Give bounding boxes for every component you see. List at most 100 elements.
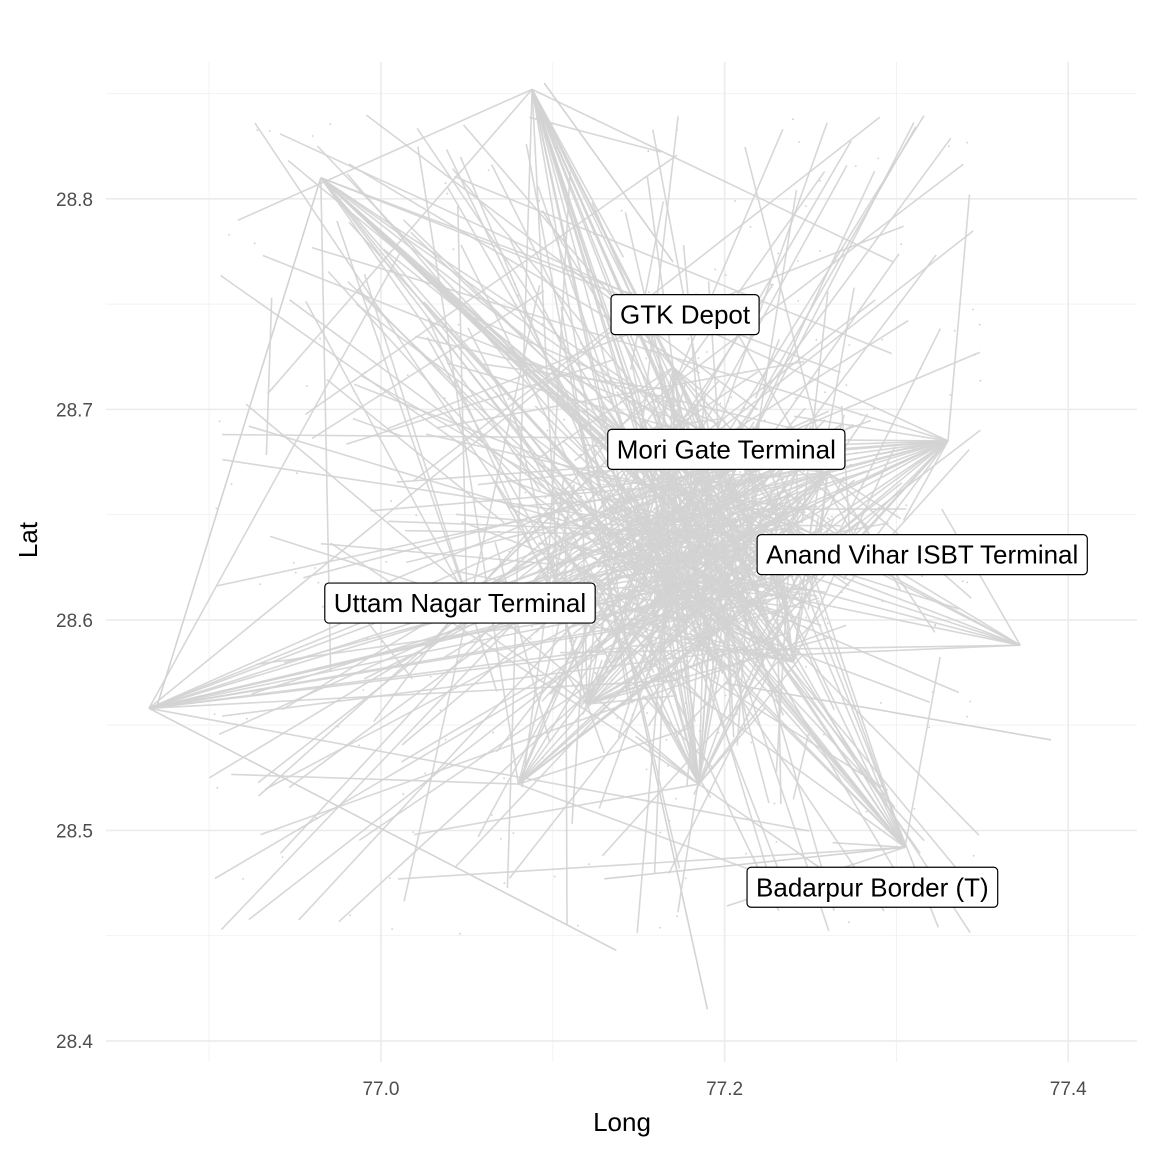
- stop-point: [678, 559, 680, 562]
- stop-point: [803, 625, 805, 628]
- stop-point: [659, 546, 661, 549]
- stop-point: [600, 502, 603, 504]
- stop-point: [660, 568, 663, 570]
- stop-point: [948, 145, 950, 148]
- stop-point: [294, 571, 297, 574]
- stop-point: [723, 609, 725, 612]
- stop-point: [733, 482, 735, 485]
- stop-point: [826, 622, 829, 625]
- stop-point: [921, 575, 923, 578]
- route-segment: [690, 613, 739, 627]
- route-segment: [635, 735, 700, 785]
- stop-point: [671, 532, 673, 535]
- stop-point: [684, 480, 687, 483]
- stop-point: [770, 283, 773, 286]
- stop-point: [732, 580, 735, 582]
- stop-point: [761, 640, 764, 643]
- stop-point: [652, 626, 655, 629]
- stop-point: [697, 357, 700, 359]
- stop-point: [643, 516, 645, 519]
- stop-point: [658, 517, 661, 520]
- stop-point: [763, 419, 766, 422]
- stop-point: [684, 582, 687, 585]
- stop-point: [716, 617, 719, 620]
- stop-point: [966, 581, 969, 584]
- stop-point: [792, 118, 794, 121]
- stop-point: [873, 407, 875, 410]
- stop-point: [831, 515, 833, 518]
- stop-point: [666, 478, 669, 481]
- route-segment: [669, 126, 917, 554]
- stop-point: [681, 589, 684, 592]
- stop-point: [739, 471, 742, 473]
- route-segment: [624, 521, 710, 693]
- route-segment: [320, 177, 748, 582]
- stop-point: [739, 539, 742, 541]
- stop-point: [765, 581, 768, 584]
- route-segment: [630, 468, 756, 614]
- stop-point: [639, 549, 642, 552]
- stop-point: [726, 472, 729, 475]
- stop-point: [743, 407, 746, 409]
- stop-point: [631, 713, 634, 716]
- stop-point: [686, 528, 688, 531]
- stop-point: [681, 564, 684, 567]
- route-segment: [346, 173, 617, 487]
- stop-point: [600, 538, 603, 541]
- stop-point: [627, 581, 629, 584]
- stop-point: [628, 509, 631, 512]
- stop-point: [499, 838, 502, 840]
- stop-point: [798, 141, 801, 143]
- route-segment: [400, 592, 688, 763]
- route-segment: [512, 410, 588, 705]
- stop-point: [655, 704, 658, 707]
- stop-point: [631, 529, 633, 531]
- route-segment: [764, 440, 949, 627]
- stop-point: [757, 649, 759, 652]
- stop-point: [358, 744, 360, 747]
- stop-point: [649, 665, 652, 668]
- stop-point: [256, 129, 259, 132]
- stop-point: [678, 598, 681, 600]
- stop-point: [879, 702, 882, 704]
- stop-point: [457, 323, 460, 326]
- stop-point: [659, 831, 662, 834]
- stop-point: [698, 546, 701, 549]
- stop-point: [696, 506, 699, 508]
- stop-point: [623, 654, 626, 656]
- stop-point: [802, 470, 805, 473]
- stop-point: [524, 491, 527, 494]
- stop-point: [606, 498, 609, 501]
- stop-point: [646, 645, 648, 648]
- stop-point: [667, 600, 670, 603]
- route-segment: [320, 177, 689, 601]
- stop-point: [736, 521, 738, 524]
- route-segment: [619, 351, 981, 504]
- stop-point: [694, 598, 697, 600]
- stop-point: [686, 513, 689, 516]
- stop-point: [737, 627, 740, 630]
- route-segment: [529, 116, 662, 153]
- stop-point: [696, 524, 698, 526]
- stop-point: [735, 482, 738, 485]
- stop-point: [216, 786, 219, 789]
- stop-point: [736, 525, 739, 528]
- y-tick-label: 28.7: [56, 400, 93, 421]
- stop-point: [621, 591, 623, 594]
- stop-point: [675, 595, 678, 597]
- route-segment: [254, 122, 556, 573]
- route-segment: [696, 469, 869, 526]
- route-segment: [628, 532, 885, 912]
- stop-point: [615, 554, 618, 557]
- route-segment: [220, 274, 591, 536]
- x-axis-ticks: 77.0 77.2 77.4: [362, 1079, 1087, 1100]
- stop-point: [576, 470, 579, 472]
- stop-point: [658, 926, 661, 929]
- stop-point: [668, 489, 671, 492]
- stop-point: [699, 729, 702, 732]
- route-segment: [677, 554, 735, 913]
- route-segment: [266, 88, 533, 395]
- stop-point: [668, 536, 671, 539]
- stop-point: [734, 473, 736, 476]
- stop-point: [865, 810, 868, 813]
